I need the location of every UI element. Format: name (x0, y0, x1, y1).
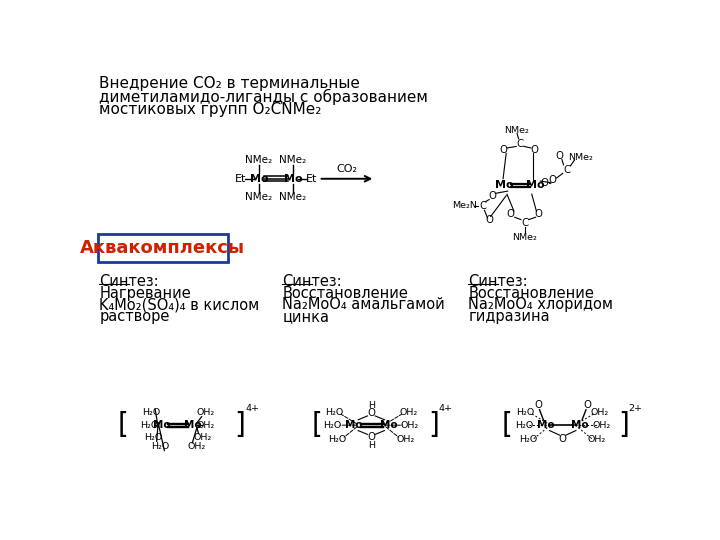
Text: C: C (563, 165, 570, 174)
Text: 4+: 4+ (245, 404, 259, 413)
Text: O-: O- (541, 178, 552, 188)
Text: H₂O: H₂O (151, 442, 170, 451)
Text: Et: Et (235, 174, 246, 184)
Text: Me₂N: Me₂N (452, 201, 477, 210)
Text: O: O (530, 145, 538, 156)
Text: C: C (521, 218, 528, 228)
Text: NMe₂: NMe₂ (513, 233, 537, 242)
Text: C: C (480, 201, 487, 211)
Text: O: O (367, 408, 375, 418)
Text: гидразина: гидразина (468, 309, 550, 324)
Text: 2+: 2+ (628, 404, 642, 413)
Text: H₂O: H₂O (325, 408, 343, 417)
Text: H₂O: H₂O (140, 421, 159, 430)
Text: Mo: Mo (284, 174, 302, 184)
Text: H₂O: H₂O (516, 408, 535, 417)
Text: O: O (367, 433, 375, 442)
Text: K₄Mo₂(SO₄)₄ в кислом: K₄Mo₂(SO₄)₄ в кислом (99, 298, 259, 312)
Text: Синтез:: Синтез: (468, 274, 528, 289)
Text: диметиламидо-лиганды с образованием: диметиламидо-лиганды с образованием (99, 89, 428, 105)
Text: H: H (368, 401, 375, 410)
Text: [: [ (118, 411, 129, 439)
Text: [: [ (502, 411, 513, 439)
Text: Mo: Mo (537, 420, 554, 430)
Text: OH₂: OH₂ (588, 435, 606, 443)
Text: H₂O: H₂O (515, 421, 533, 430)
Text: Na₂MoO₄ хлоридом: Na₂MoO₄ хлоридом (468, 298, 613, 312)
Text: Восстановление: Восстановление (282, 286, 408, 301)
Text: O: O (549, 176, 557, 185)
Text: Mo: Mo (184, 420, 202, 430)
Text: NMe₂: NMe₂ (246, 192, 272, 202)
Text: OH₂: OH₂ (187, 442, 205, 451)
Text: Et: Et (306, 174, 318, 184)
Text: [: [ (312, 411, 323, 439)
Text: растворе: растворе (99, 309, 170, 324)
Text: мостиковых групп O₂CNMe₂: мостиковых групп O₂CNMe₂ (99, 102, 322, 117)
Text: O: O (507, 209, 515, 219)
Text: C: C (516, 139, 523, 149)
Text: NMe₂: NMe₂ (279, 156, 307, 165)
Text: OH₂: OH₂ (193, 433, 212, 442)
Text: O: O (534, 400, 542, 410)
Text: Mo: Mo (153, 420, 171, 430)
Text: Нагревание: Нагревание (99, 286, 191, 301)
Text: ]: ] (428, 411, 438, 439)
Text: OH₂: OH₂ (593, 421, 611, 430)
Text: ]: ] (618, 411, 629, 439)
Text: Mo: Mo (495, 180, 514, 190)
Text: OH₂: OH₂ (401, 421, 419, 430)
Text: Внедрение CO₂ в терминальные: Внедрение CO₂ в терминальные (99, 76, 360, 91)
Text: ]: ] (234, 411, 245, 439)
Text: H₂O: H₂O (144, 433, 162, 442)
Text: Mo: Mo (526, 180, 545, 190)
Text: H₂O: H₂O (142, 408, 161, 417)
Text: Синтез:: Синтез: (99, 274, 159, 289)
FancyBboxPatch shape (98, 234, 228, 262)
Text: NMe₂: NMe₂ (246, 156, 272, 165)
Text: O: O (583, 400, 592, 410)
Text: H₂O: H₂O (328, 435, 346, 443)
Text: O: O (559, 434, 567, 444)
Text: NMe₂: NMe₂ (504, 126, 528, 135)
Text: OH₂: OH₂ (197, 421, 215, 430)
Text: Mo: Mo (346, 420, 363, 430)
Text: OH₂: OH₂ (591, 408, 609, 417)
Text: Mo: Mo (250, 174, 269, 184)
Text: Mo: Mo (379, 420, 397, 430)
Text: O: O (488, 192, 496, 201)
Text: CO₂: CO₂ (336, 164, 357, 174)
Text: Синтез:: Синтез: (282, 274, 342, 289)
Text: O: O (555, 151, 563, 161)
Text: O: O (485, 214, 493, 225)
Text: цинка: цинка (282, 309, 329, 324)
Text: OH₂: OH₂ (396, 435, 415, 443)
Text: OH₂: OH₂ (197, 408, 215, 417)
Text: 4+: 4+ (438, 404, 453, 413)
Text: Mo: Mo (571, 420, 589, 430)
Text: NMe₂: NMe₂ (279, 192, 307, 202)
Text: H: H (368, 441, 375, 450)
Text: Восстановление: Восстановление (468, 286, 594, 301)
Text: O: O (499, 145, 507, 156)
Text: O: O (535, 209, 543, 219)
Text: Na₂MoO₄ амальгамой: Na₂MoO₄ амальгамой (282, 298, 445, 312)
Text: NMe₂: NMe₂ (568, 153, 593, 161)
Text: OH₂: OH₂ (400, 408, 418, 417)
Text: H₂O: H₂O (520, 435, 538, 443)
Text: H₂O: H₂O (323, 421, 342, 430)
Text: Аквакомплексы: Аквакомплексы (81, 239, 246, 257)
